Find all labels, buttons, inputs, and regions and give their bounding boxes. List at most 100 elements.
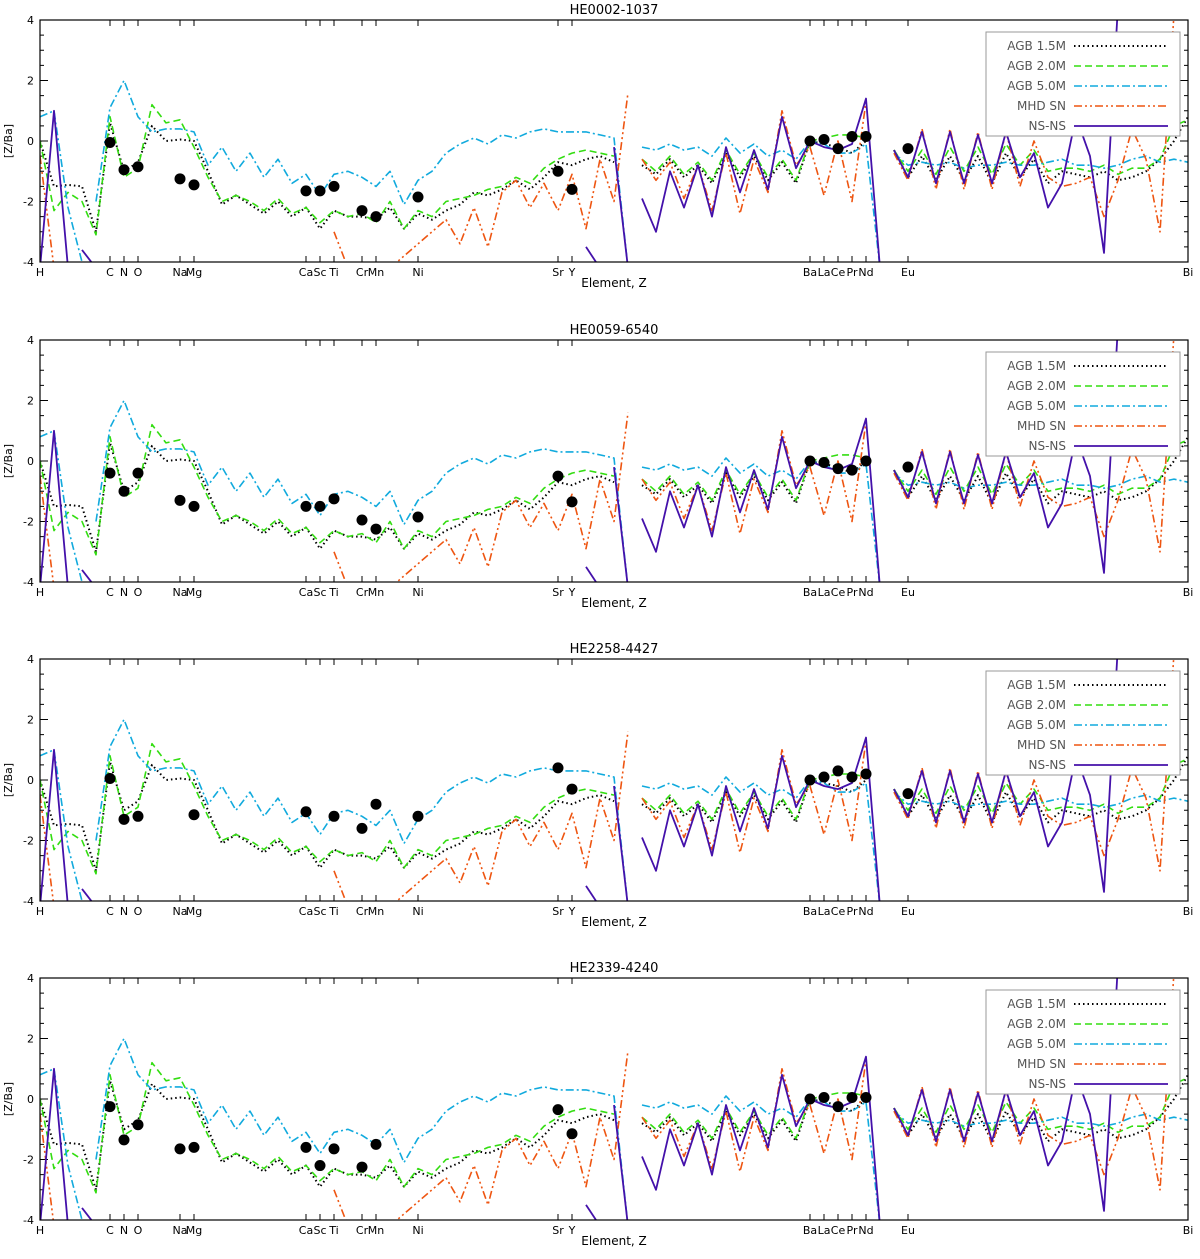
x-tick-label-Mg: Mg	[186, 266, 202, 279]
series-line-agb-5-0m	[95, 79, 629, 262]
observed-point	[860, 768, 872, 780]
series-line-agb-5-0m	[40, 1068, 83, 1220]
series-line-ns-ns	[81, 569, 93, 582]
series-line-mhd-sn	[395, 1050, 629, 1220]
panel-title: HE0002-1037	[570, 3, 659, 18]
legend-label: MHD SN	[1017, 1057, 1066, 1071]
legend-label: MHD SN	[1017, 99, 1066, 113]
x-tick-label-Cr: Cr	[356, 905, 369, 918]
y-tick-label: -2	[23, 516, 34, 529]
series-line-ns-ns	[641, 736, 881, 901]
observed-point	[902, 788, 914, 800]
x-tick-label-Sc: Sc	[313, 905, 326, 918]
legend-label: AGB 5.0M	[1007, 79, 1066, 93]
observed-point	[188, 809, 200, 821]
series-line-mhd-sn	[395, 731, 629, 901]
series-line-mhd-sn	[395, 92, 629, 262]
x-tick-label-Pr: Pr	[847, 1224, 858, 1237]
x-tick-label-La: La	[818, 905, 831, 918]
x-tick-label-N: N	[120, 586, 128, 599]
series-line-agb-2-0m	[40, 1061, 615, 1194]
observed-point	[188, 179, 200, 191]
observed-point	[818, 771, 830, 783]
x-tick-label-O: O	[134, 586, 143, 599]
observed-point	[328, 180, 340, 192]
series-line-agb-5-0m	[641, 1095, 881, 1220]
series-line-agb-1-5m	[40, 760, 615, 872]
series-line-ns-ns	[40, 748, 69, 901]
y-tick-label: -4	[23, 1214, 34, 1227]
observed-point	[846, 130, 858, 142]
x-tick-label-Mn: Mn	[368, 586, 384, 599]
legend-label: AGB 1.5M	[1007, 39, 1066, 53]
observed-point	[846, 1091, 858, 1103]
observed-point	[902, 461, 914, 473]
series-line-agb-5-0m	[893, 472, 1188, 490]
y-axis-label: [Z/Ba]	[2, 124, 15, 158]
x-tick-label-Mn: Mn	[368, 905, 384, 918]
y-tick-label: -4	[23, 576, 34, 589]
x-tick-label-Y: Y	[568, 266, 576, 279]
legend-label: AGB 5.0M	[1007, 399, 1066, 413]
x-tick-label-Na: Na	[173, 266, 188, 279]
legend-label: AGB 2.0M	[1007, 379, 1066, 393]
observed-point	[356, 514, 368, 526]
observed-point	[846, 464, 858, 476]
x-tick-label-C: C	[106, 266, 114, 279]
series-line-mhd-sn	[395, 412, 629, 582]
legend-box	[985, 989, 1181, 1095]
series-line-agb-5-0m	[95, 718, 629, 901]
x-tick-label-Bi: Bi	[1183, 905, 1194, 918]
legend: AGB 1.5M AGB 2.0M AGB 5.0M MHD SN NS-NS	[985, 351, 1181, 457]
series-line-ns-ns	[81, 888, 93, 901]
x-tick-label-Ti: Ti	[328, 586, 338, 599]
plot-frame	[39, 339, 1189, 583]
observed-point	[188, 500, 200, 512]
x-tick-label-Ce: Ce	[831, 905, 846, 918]
x-tick-label-La: La	[818, 266, 831, 279]
series-line-mhd-sn	[893, 20, 1175, 233]
legend-box	[985, 670, 1181, 776]
x-tick-label-Nd: Nd	[858, 1224, 873, 1237]
legend-label: NS-NS	[1028, 119, 1066, 133]
y-tick-label: 2	[27, 75, 34, 88]
x-tick-label-Sc: Sc	[313, 1224, 326, 1237]
y-tick-label: 2	[27, 395, 34, 408]
y-tick-label: 4	[27, 14, 34, 27]
y-tick-label: 2	[27, 1033, 34, 1046]
x-axis-label: Element, Z	[581, 1234, 647, 1248]
observed-point	[552, 1104, 564, 1116]
observed-point	[328, 1143, 340, 1155]
x-tick-label-Ni: Ni	[412, 905, 423, 918]
legend: AGB 1.5M AGB 2.0M AGB 5.0M MHD SN NS-NS	[985, 989, 1181, 1095]
y-tick-label: 0	[27, 1093, 34, 1106]
observed-point	[370, 798, 382, 810]
observed-point	[370, 211, 382, 223]
x-tick-label-C: C	[106, 586, 114, 599]
x-tick-label-Ti: Ti	[328, 266, 338, 279]
y-tick-label: 0	[27, 455, 34, 468]
x-tick-label-Ti: Ti	[328, 905, 338, 918]
observed-point	[314, 500, 326, 512]
series-line-agb-2-0m	[641, 134, 867, 182]
legend-label: MHD SN	[1017, 738, 1066, 752]
x-tick-label-Bi: Bi	[1183, 1224, 1194, 1237]
observed-point	[132, 467, 144, 479]
x-tick-label-Ni: Ni	[412, 1224, 423, 1237]
series-line-mhd-sn	[893, 659, 1175, 872]
y-tick-label: -2	[23, 196, 34, 209]
observed-point	[412, 191, 424, 203]
legend: AGB 1.5M AGB 2.0M AGB 5.0M MHD SN NS-NS	[985, 31, 1181, 137]
x-tick-label-N: N	[120, 266, 128, 279]
observed-point	[566, 183, 578, 195]
observed-point	[314, 185, 326, 197]
observed-point	[804, 455, 816, 467]
observed-point	[412, 511, 424, 523]
x-tick-label-C: C	[106, 905, 114, 918]
series-line-agb-5-0m	[893, 791, 1188, 809]
x-axis-label: Element, Z	[581, 596, 647, 610]
x-tick-label-Ba: Ba	[803, 266, 817, 279]
x-tick-label-Eu: Eu	[901, 586, 915, 599]
series-line-agb-5-0m	[40, 748, 83, 901]
